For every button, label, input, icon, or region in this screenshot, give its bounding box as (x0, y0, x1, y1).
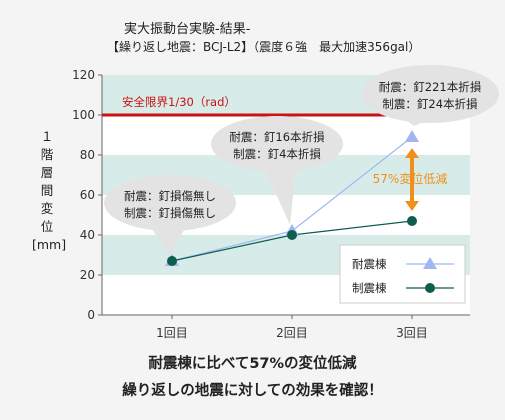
legend-marker-triangle (423, 257, 437, 269)
footer-line-2: 繰り返しの地震に対しての効果を確認！ (122, 383, 383, 399)
y-label-char: １ (40, 129, 54, 144)
y-tick-label: 120 (72, 68, 95, 82)
x-tick-label: 1回目 (156, 326, 188, 340)
y-tick-label: 100 (72, 108, 95, 122)
y-label-char: 変 (40, 201, 54, 216)
reduction-arrow-up-head (405, 148, 419, 158)
callout-text: 制震：釘4本折損 (233, 147, 321, 161)
callout-bubble (361, 65, 499, 123)
data-point-circle (407, 216, 417, 226)
chart-title: 実大振動台実験-結果- (124, 22, 251, 37)
y-label-char: 階 (40, 147, 54, 162)
callout-bubble (104, 175, 236, 231)
chart-svg: 0 20 40 60 80 100 120 1回目 2回目 3回目 安全限界1/30（rad） 耐震：… (72, 65, 499, 340)
legend-box (339, 244, 466, 304)
callout-pointer (150, 226, 186, 256)
x-tick-label: 3回目 (396, 326, 428, 340)
safety-limit-label: 安全限界1/30（rad） (122, 95, 236, 109)
callout-text: 耐震：釘221本折損 (379, 80, 482, 94)
data-point-circle (287, 230, 297, 240)
y-tick-label: 40 (80, 228, 95, 242)
callout-text: 制震：釘24本折損 (382, 97, 478, 111)
x-tick-label: 2回目 (276, 326, 308, 340)
y-tick-label: 20 (80, 268, 95, 282)
y-tick-label: 0 (87, 308, 95, 322)
y-tick-label: 80 (80, 148, 95, 162)
data-point-triangle (405, 130, 419, 142)
chart-subtitle: 【繰り返し地震：BCJ-L2】（震度６強 最大加速356gal） (107, 40, 421, 54)
y-label-char: 間 (40, 183, 54, 198)
y-label-char: 位 (40, 219, 54, 234)
legend-label: 耐震棟 (352, 257, 387, 271)
footer-line-1: 耐震棟に比べて57%の変位低減 (148, 356, 357, 372)
reduction-label: 57%変位低減 (373, 171, 448, 186)
reduction-arrow-down-head (405, 201, 419, 211)
callout-text: 耐震：釘損傷無し (124, 189, 216, 203)
data-point-circle (167, 256, 177, 266)
y-axis-label: １ 階 層 間 変 位 [mm] (32, 128, 67, 254)
callout-text: 耐震：釘16本折損 (229, 130, 325, 144)
callout-text: 制震：釘損傷無し (124, 206, 216, 220)
y-label-char: 層 (40, 165, 54, 180)
callout-pointer (264, 167, 296, 225)
callout-bubble (211, 116, 343, 172)
legend-label: 制震棟 (352, 281, 387, 295)
legend-marker-circle (425, 283, 435, 293)
y-label-unit: [mm] (32, 237, 67, 252)
y-tick-label: 60 (80, 188, 95, 202)
